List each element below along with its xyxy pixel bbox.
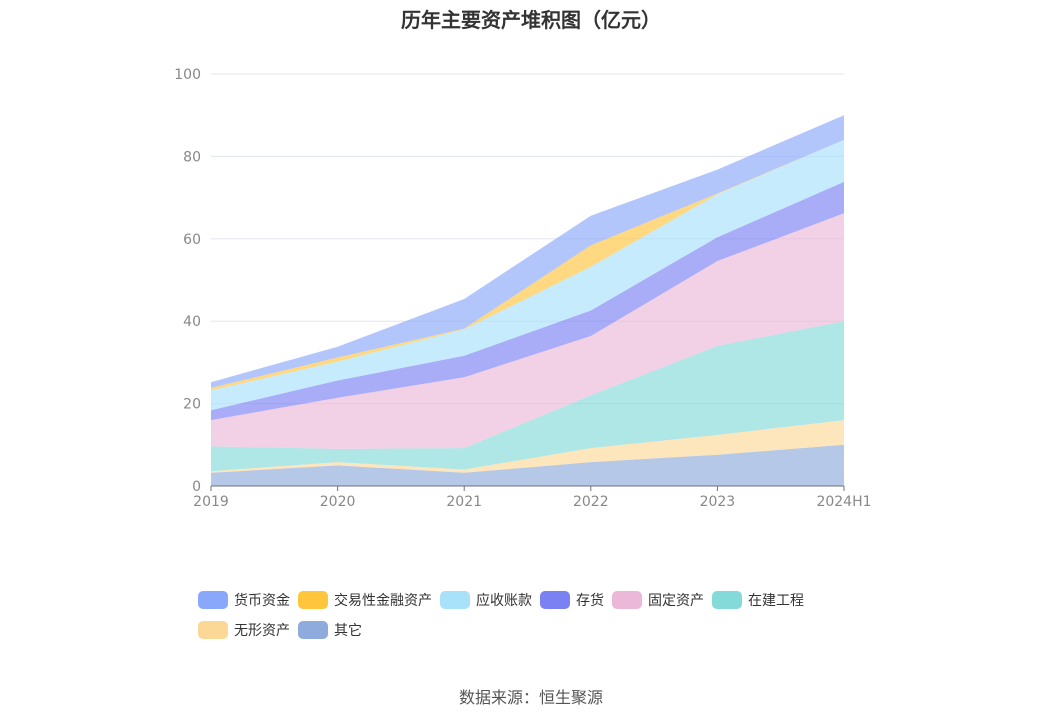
area-series[interactable]	[211, 139, 844, 411]
area-series[interactable]	[211, 115, 844, 388]
legend-swatch	[440, 591, 470, 609]
legend-label: 存货	[576, 593, 604, 609]
legend-swatch	[298, 591, 328, 609]
legend-swatch	[298, 621, 328, 639]
legend-item[interactable]: 货币资金	[198, 590, 290, 610]
area-series[interactable]	[211, 444, 844, 486]
data-source: 数据来源：恒生聚源	[458, 688, 603, 707]
chart-title: 历年主要资产堆积图（亿元）	[401, 8, 661, 32]
legend-item[interactable]: 交易性金融资产	[298, 590, 432, 610]
legend-label: 在建工程	[748, 593, 804, 609]
legend-label: 应收账款	[476, 593, 532, 609]
area-series[interactable]	[211, 420, 844, 473]
legend-swatch	[198, 591, 228, 609]
legend-label: 固定资产	[648, 593, 704, 609]
y-tick-label: 40	[183, 314, 201, 330]
y-tick-label: 100	[174, 67, 201, 83]
legend-item[interactable]: 其它	[298, 620, 362, 640]
legend-swatch	[198, 621, 228, 639]
legend-item[interactable]: 在建工程	[712, 590, 804, 610]
area-series[interactable]	[211, 213, 844, 449]
legend: 货币资金 交易性金融资产 应收账款 存货 固定资产 在建工程无形资产 其它	[198, 590, 878, 650]
legend-label: 货币资金	[234, 593, 290, 609]
area-series[interactable]	[211, 321, 844, 472]
y-tick-label: 60	[183, 232, 201, 248]
x-tick-label: 2024H1	[816, 494, 871, 510]
y-tick-label: 0	[192, 479, 201, 495]
axes: 0 20 40 60 80 100 2019 2020 2021 2022 2023 2024H1	[174, 67, 871, 510]
legend-label: 交易性金融资产	[334, 593, 432, 609]
x-tick-label: 2020	[320, 494, 356, 510]
legend-swatch	[612, 591, 642, 609]
legend-item[interactable]: 固定资产	[612, 590, 704, 610]
y-tick-label: 80	[183, 149, 201, 165]
x-tick-label: 2019	[193, 494, 229, 510]
legend-label: 其它	[334, 623, 362, 639]
x-tick-label: 2023	[700, 494, 736, 510]
legend-item[interactable]: 存货	[540, 590, 604, 610]
y-tick-label: 20	[183, 397, 201, 413]
area-series[interactable]	[211, 181, 844, 421]
legend-item[interactable]: 应收账款	[440, 590, 532, 610]
legend-label: 无形资产	[234, 623, 290, 639]
area-series-layer	[211, 115, 844, 486]
x-tick-label: 2022	[573, 494, 609, 510]
legend-item[interactable]: 无形资产	[198, 620, 290, 640]
legend-swatch	[540, 591, 570, 609]
x-tick-label: 2021	[446, 494, 482, 510]
legend-swatch	[712, 591, 742, 609]
stacked-area-chart: 0 20 40 60 80 100 2019 2020 2021 2022 2023 2024H1	[174, 67, 871, 510]
